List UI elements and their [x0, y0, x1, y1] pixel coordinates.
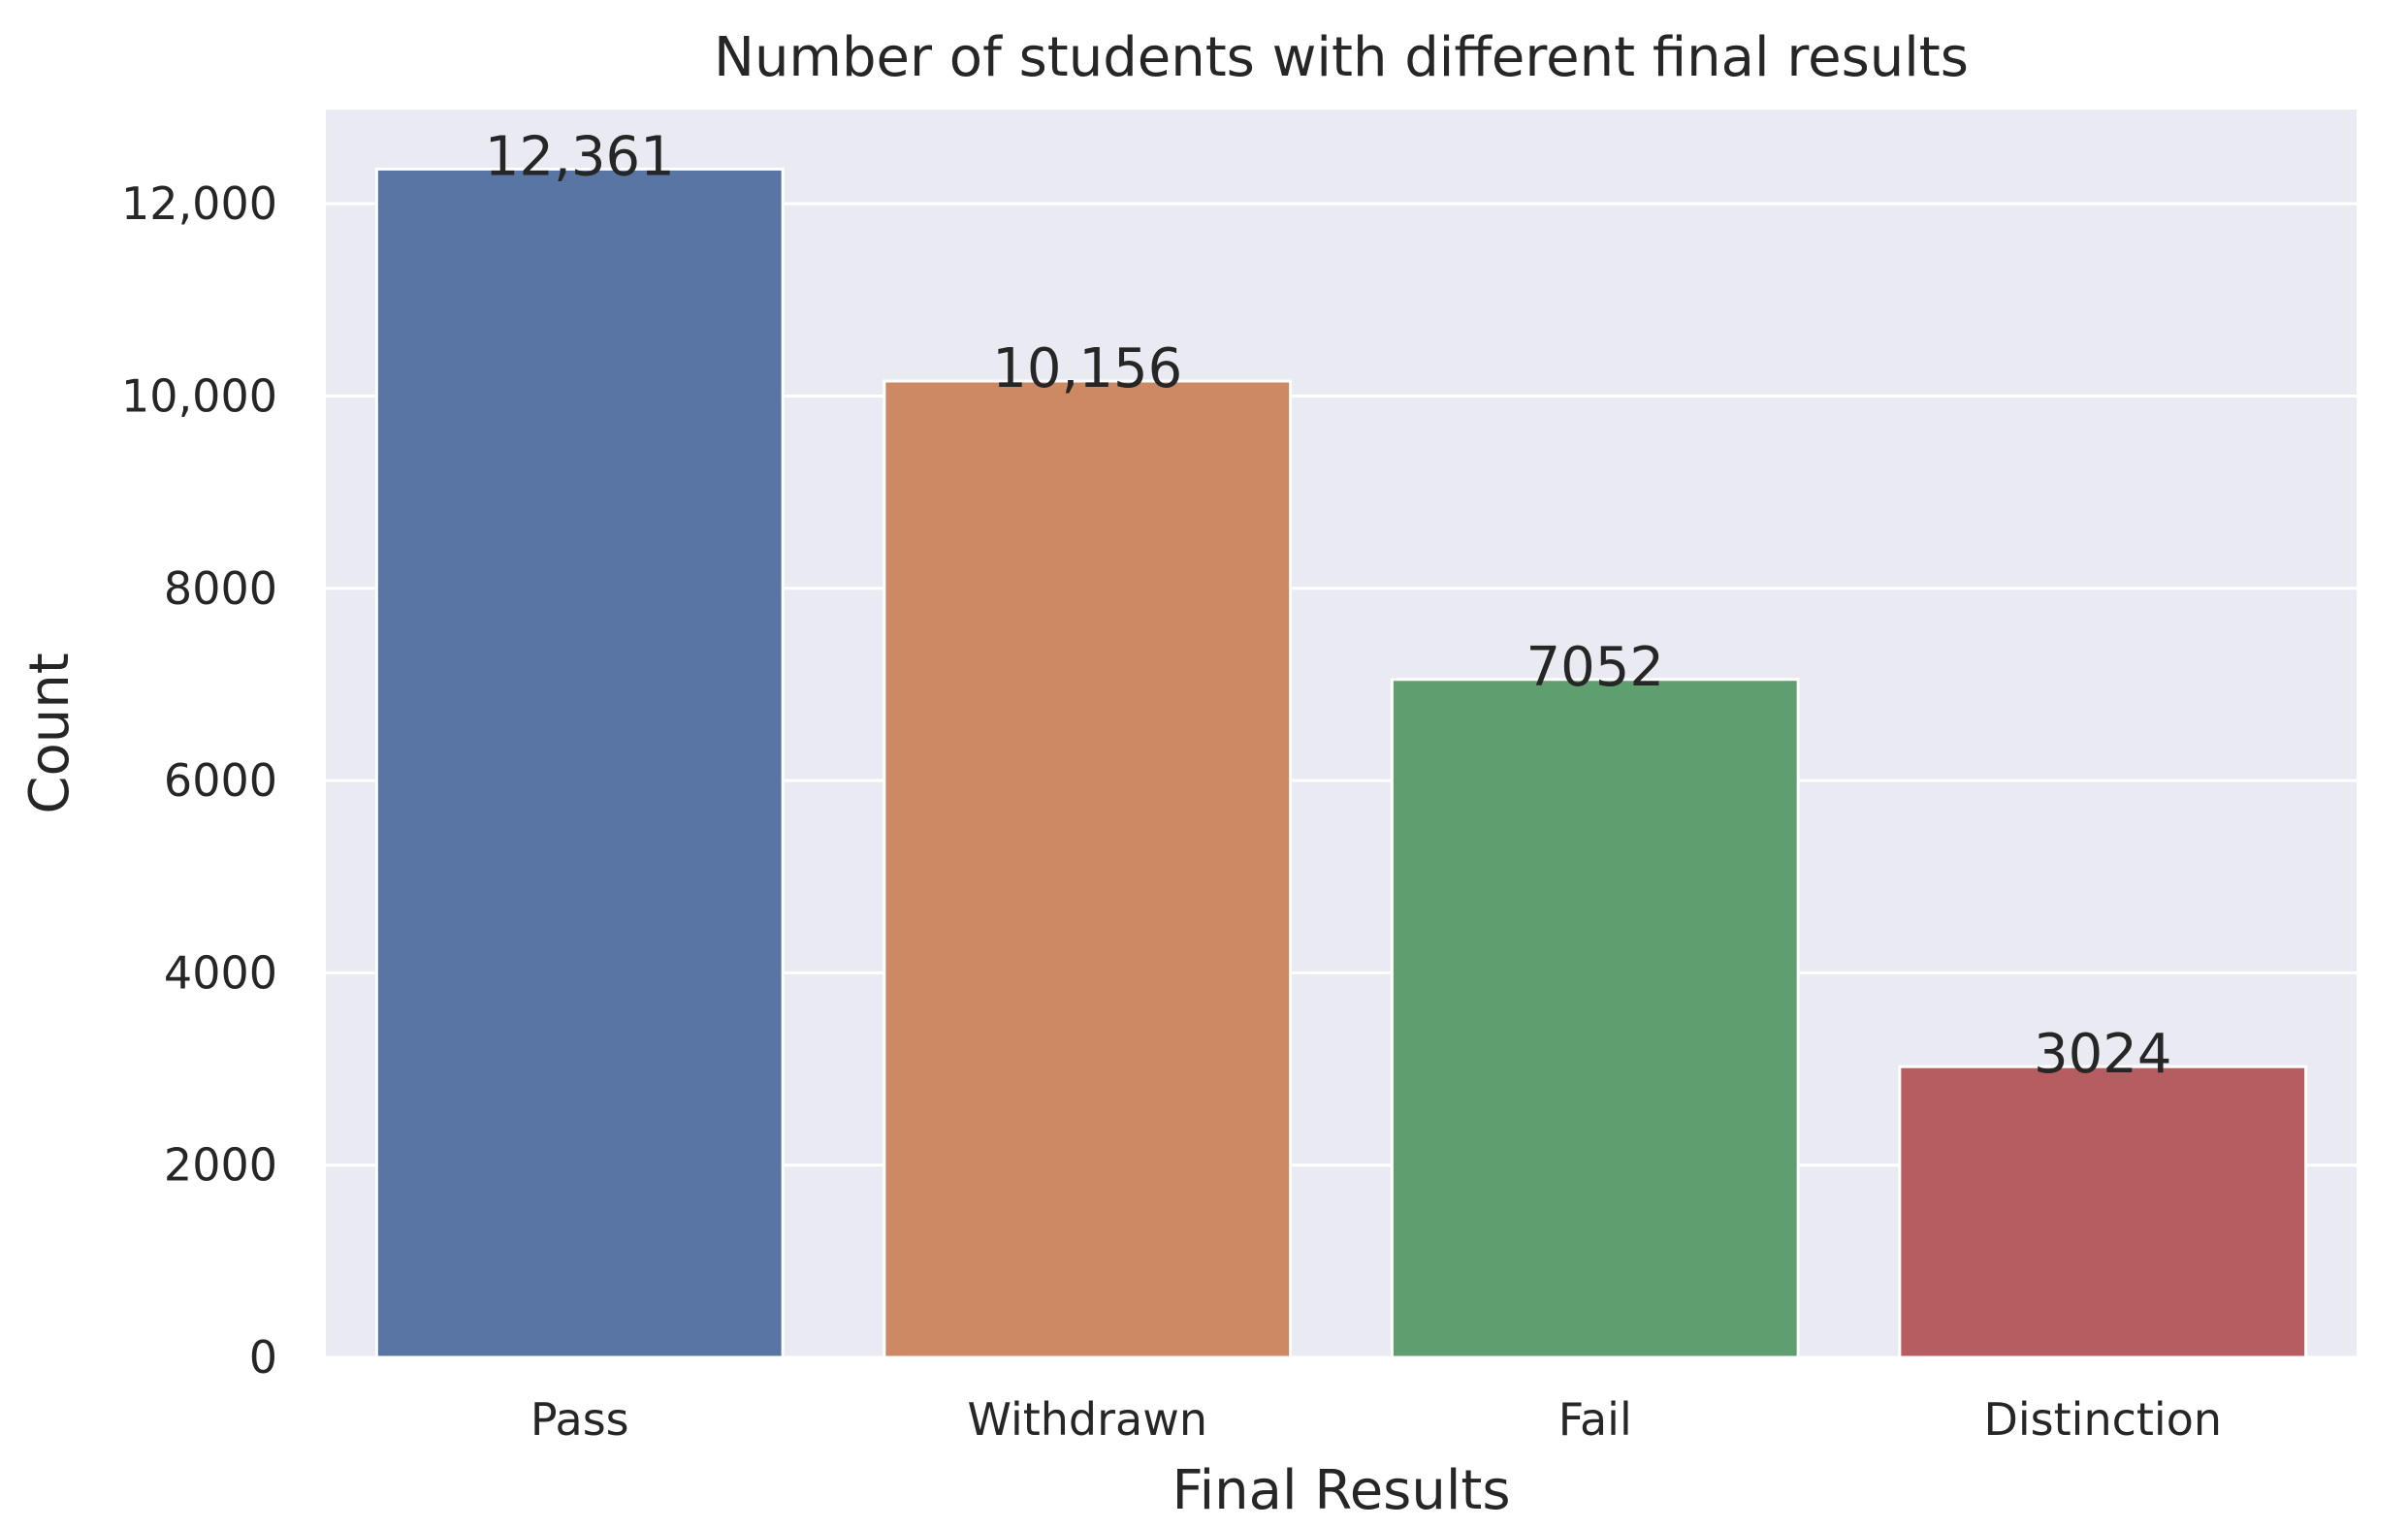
- data-label: 7052: [1525, 636, 1664, 699]
- y-tick-label: 10,000: [121, 369, 277, 422]
- y-tick-label: 6000: [164, 754, 277, 807]
- data-label: 10,156: [992, 337, 1182, 400]
- x-tick-label: Distinction: [1983, 1393, 2222, 1446]
- bar-pass: [374, 167, 785, 1359]
- bar-withdrawn: [883, 379, 1293, 1359]
- chart-title: Number of students with different final …: [714, 26, 1969, 89]
- data-labels: 12,361 10,156 7052 3024: [485, 125, 2172, 1086]
- y-tick-labels: 0 2000 4000 6000 8000 10,000 12,000: [121, 177, 277, 1384]
- x-tick-label: Withdrawn: [967, 1393, 1207, 1446]
- y-tick-label: 12,000: [121, 177, 277, 230]
- data-label: 12,361: [485, 125, 675, 188]
- bar-fail: [1390, 678, 1800, 1359]
- x-axis-title: Final Results: [1172, 1459, 1510, 1522]
- y-axis-title: Count: [18, 653, 81, 813]
- y-tick-label: 0: [249, 1331, 277, 1384]
- y-tick-label: 8000: [164, 562, 277, 615]
- bar-distinction: [1898, 1065, 2308, 1359]
- y-tick-label: 4000: [164, 946, 277, 999]
- x-tick-labels: Pass Withdrawn Fail Distinction: [530, 1393, 2222, 1446]
- bars: [374, 167, 2308, 1359]
- x-tick-label: Pass: [530, 1393, 629, 1446]
- y-tick-label: 2000: [164, 1139, 277, 1192]
- data-label: 3024: [2034, 1023, 2172, 1086]
- x-tick-label: Fail: [1558, 1393, 1632, 1446]
